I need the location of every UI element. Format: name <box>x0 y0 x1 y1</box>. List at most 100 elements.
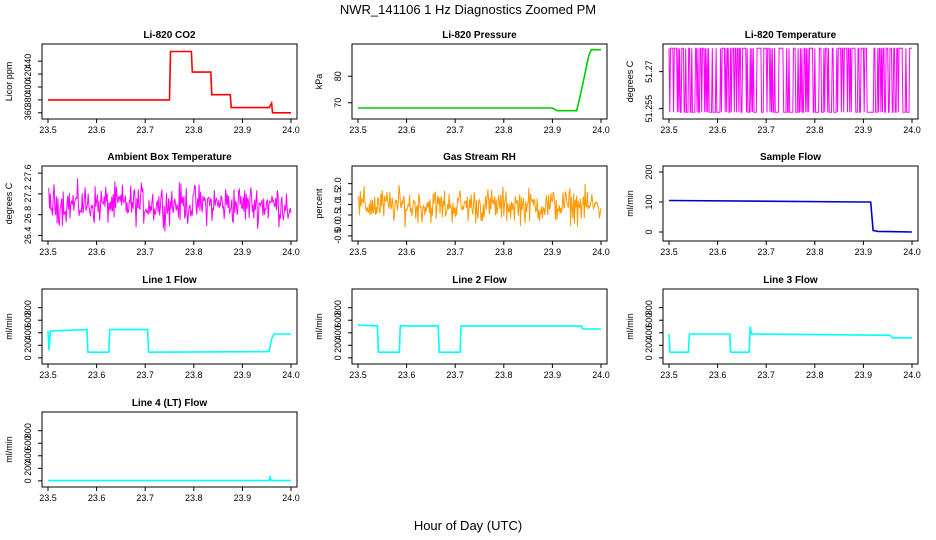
plot-frame <box>41 43 298 120</box>
y-axis-label: ml/min <box>625 190 635 217</box>
x-tick-label: 24.0 <box>282 370 300 380</box>
y-tick-label: 100 <box>644 194 654 209</box>
x-tick-label: 23.6 <box>709 247 727 257</box>
y-axis-label: ml/min <box>314 313 324 340</box>
x-tick-label: 23.5 <box>349 247 367 257</box>
panel-9: Line 3 Flow ml/min 23.5 23.6 23.7 23.8 23.9 24.… <box>625 275 921 380</box>
x-axis-title: Hour of Day (UTC) <box>414 518 522 533</box>
panel-7: Line 1 Flow ml/min 23.5 23.6 23.7 23.8 23.9 24.… <box>4 275 300 380</box>
y-tick-label: 440 <box>23 54 33 69</box>
x-tick-label: 23.8 <box>495 247 513 257</box>
y-tick-label: 2.0 <box>333 177 343 190</box>
y-tick-label: 600 <box>23 313 33 328</box>
panel-5: Gas Stream RH percent 23.5 23.6 23.7 23.8 23.9… <box>314 152 610 257</box>
plot-frame <box>662 43 919 120</box>
panel-title: Gas Stream RH <box>443 152 516 163</box>
y-tick-label: 51.255 <box>644 95 654 123</box>
x-tick-label: 23.5 <box>39 493 57 503</box>
x-tick-label: 23.5 <box>39 370 57 380</box>
y-tick-label: 800 <box>23 423 33 438</box>
y-tick-label: 1.0 <box>333 198 343 211</box>
series-line <box>47 178 292 232</box>
panel-8: Line 2 Flow ml/min 23.5 23.6 23.7 23.8 23.9 24.… <box>314 275 610 380</box>
y-axis-label: ml/min <box>625 313 635 340</box>
x-tick-label: 23.6 <box>88 125 106 135</box>
panel-title: Line 4 (LT) Flow <box>132 398 208 409</box>
x-tick-label: 23.8 <box>185 247 203 257</box>
x-tick-label: 24.0 <box>282 247 300 257</box>
panel-10: Line 4 (LT) Flow ml/min 23.5 23.6 23.7 23.8 23… <box>4 398 300 503</box>
y-tick-label: 27.2 <box>23 185 33 203</box>
panel-6: Sample Flow ml/min 23.5 23.6 23.7 23.8 23.9 24.… <box>625 152 921 257</box>
panel-title: Line 3 Flow <box>763 275 818 286</box>
x-tick-label: 23.7 <box>136 493 154 503</box>
y-tick-label: 420 <box>23 67 33 82</box>
x-tick-label: 23.7 <box>446 125 464 135</box>
x-tick-label: 24.0 <box>282 125 300 135</box>
x-tick-label: 23.7 <box>136 247 154 257</box>
series-line <box>48 474 291 482</box>
y-axis-label: degrees C <box>4 182 14 224</box>
panel-title: Line 2 Flow <box>452 275 507 286</box>
series-line <box>668 326 912 354</box>
panel-2: Li-820 Pressure kPa 23.5 23.6 23.7 23.8 23.9 24… <box>314 30 610 135</box>
x-tick-label: 23.9 <box>855 125 873 135</box>
x-tick-label: 24.0 <box>592 247 610 257</box>
x-tick-label: 23.6 <box>398 370 416 380</box>
y-tick-label: 800 <box>23 300 33 315</box>
y-tick-label: 200 <box>644 338 654 353</box>
plot-frame <box>41 165 298 242</box>
y-tick-label: 800 <box>644 300 654 315</box>
x-tick-label: 23.7 <box>446 370 464 380</box>
y-tick-label: 0 <box>23 478 33 483</box>
x-tick-label: 23.8 <box>806 247 824 257</box>
x-tick-label: 24.0 <box>592 370 610 380</box>
y-tick-label: 26.4 <box>23 227 33 245</box>
series-line <box>48 50 291 114</box>
x-tick-label: 23.8 <box>185 370 203 380</box>
x-tick-label: 23.9 <box>234 125 252 135</box>
y-tick-label: 200 <box>23 461 33 476</box>
x-tick-label: 23.9 <box>234 493 252 503</box>
y-tick-label: 0 <box>23 355 33 360</box>
y-axis-label: Licor ppm <box>4 62 14 102</box>
x-tick-label: 23.5 <box>349 125 367 135</box>
y-tick-label: 26.8 <box>23 206 33 224</box>
y-tick-label: 27.6 <box>23 164 33 182</box>
x-tick-label: 23.8 <box>185 125 203 135</box>
y-tick-label: 400 <box>644 325 654 340</box>
x-tick-label: 24.0 <box>903 247 921 257</box>
series-line <box>357 324 601 354</box>
panel-title: Li-820 Temperature <box>745 30 837 41</box>
series-line <box>668 199 913 233</box>
panel-3: Li-820 Temperature degrees C 23.5 23.6 23.7 2… <box>625 30 921 135</box>
y-tick-label: 380 <box>23 92 33 107</box>
x-tick-label: 23.9 <box>544 370 562 380</box>
figure-title: NWR_141106 1 Hz Diagnostics Zoomed PM <box>340 2 596 17</box>
x-tick-label: 23.5 <box>349 370 367 380</box>
series-line <box>358 48 601 112</box>
x-tick-label: 24.0 <box>903 370 921 380</box>
y-tick-label: -0.5 <box>333 228 343 244</box>
y-tick-label: 600 <box>23 436 33 451</box>
y-tick-label: 0.0 <box>333 219 343 232</box>
plot-frame <box>351 43 608 120</box>
y-axis-label: kPa <box>314 74 324 90</box>
x-tick-label: 23.6 <box>398 125 416 135</box>
x-tick-label: 23.6 <box>709 125 727 135</box>
panel-4: Ambient Box Temperature degrees C 23.5 23.6… <box>4 152 300 257</box>
y-tick-label: 80 <box>333 71 343 81</box>
x-tick-label: 23.7 <box>757 125 775 135</box>
x-tick-label: 24.0 <box>592 125 610 135</box>
panel-title: Li-820 Pressure <box>442 30 517 41</box>
y-tick-label: 600 <box>333 313 343 328</box>
x-tick-label: 23.5 <box>660 247 678 257</box>
y-axis-label: degrees C <box>625 60 635 102</box>
x-tick-label: 23.9 <box>544 125 562 135</box>
series-line <box>668 47 912 113</box>
panel-title: Sample Flow <box>760 152 821 163</box>
x-tick-label: 23.7 <box>446 247 464 257</box>
x-tick-label: 24.0 <box>903 125 921 135</box>
x-tick-label: 23.6 <box>88 247 106 257</box>
x-tick-label: 23.8 <box>495 125 513 135</box>
